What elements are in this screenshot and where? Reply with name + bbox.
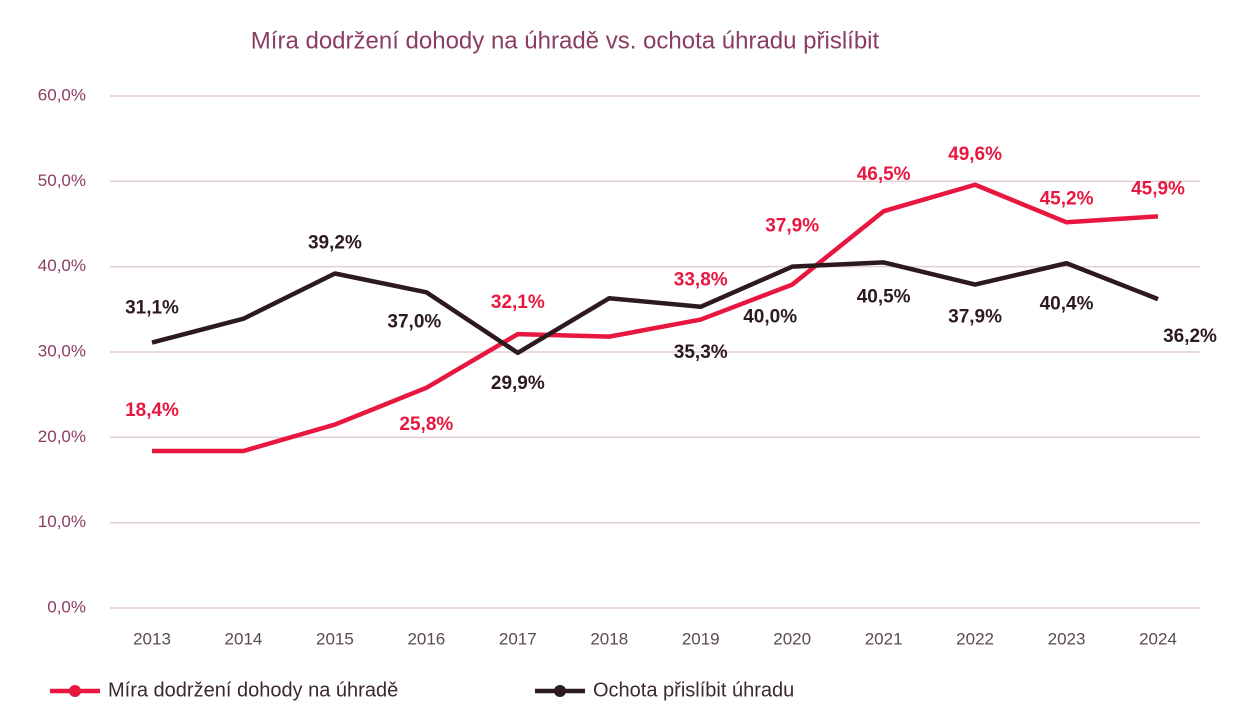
y-tick-label: 50,0% bbox=[38, 171, 86, 190]
data-label: 45,2% bbox=[1040, 188, 1094, 209]
y-tick-label: 20,0% bbox=[38, 427, 86, 446]
y-tick-label: 40,0% bbox=[38, 256, 86, 275]
series-line bbox=[151, 260, 1159, 356]
data-label: 18,4% bbox=[125, 400, 179, 421]
series-line bbox=[152, 182, 1159, 454]
x-tick-label: 2023 bbox=[1048, 629, 1086, 648]
legend-label: Míra dodržení dohody na úhradě bbox=[108, 679, 398, 701]
x-tick-label: 2018 bbox=[590, 629, 628, 648]
y-tick-label: 10,0% bbox=[38, 512, 86, 531]
legend-marker bbox=[554, 685, 566, 697]
x-tick-label: 2017 bbox=[499, 629, 537, 648]
y-tick-label: 0,0% bbox=[47, 597, 86, 616]
x-tick-label: 2019 bbox=[682, 629, 720, 648]
y-tick-label: 30,0% bbox=[38, 341, 86, 360]
data-label: 37,0% bbox=[387, 311, 441, 332]
legend-label: Ochota přislíbit úhradu bbox=[593, 679, 794, 701]
y-tick-label: 60,0% bbox=[38, 85, 86, 104]
x-tick-label: 2016 bbox=[407, 629, 445, 648]
data-label: 40,0% bbox=[743, 307, 797, 328]
legend-marker bbox=[69, 685, 81, 697]
data-label: 40,4% bbox=[1040, 293, 1094, 314]
x-tick-label: 2013 bbox=[133, 629, 171, 648]
data-label: 37,9% bbox=[948, 307, 1002, 328]
data-label: 25,8% bbox=[399, 414, 453, 435]
data-label: 31,1% bbox=[125, 298, 179, 319]
x-tick-label: 2024 bbox=[1139, 629, 1177, 648]
x-tick-label: 2015 bbox=[316, 629, 354, 648]
data-label: 33,8% bbox=[674, 270, 728, 291]
data-label: 46,5% bbox=[857, 164, 911, 185]
data-label: 36,2% bbox=[1163, 326, 1217, 347]
data-label: 39,2% bbox=[308, 233, 362, 254]
x-tick-label: 2022 bbox=[956, 629, 994, 648]
x-tick-label: 2020 bbox=[773, 629, 811, 648]
data-label: 49,6% bbox=[948, 144, 1002, 165]
data-label: 29,9% bbox=[491, 373, 545, 394]
data-label: 40,5% bbox=[857, 286, 911, 307]
chart-title: Míra dodržení dohody na úhradě vs. ochot… bbox=[251, 27, 880, 54]
data-label: 37,9% bbox=[765, 216, 819, 237]
data-label: 45,9% bbox=[1131, 178, 1185, 199]
x-tick-label: 2014 bbox=[225, 629, 263, 648]
x-tick-label: 2021 bbox=[865, 629, 903, 648]
data-label: 35,3% bbox=[674, 342, 728, 363]
data-label: 32,1% bbox=[491, 292, 545, 313]
